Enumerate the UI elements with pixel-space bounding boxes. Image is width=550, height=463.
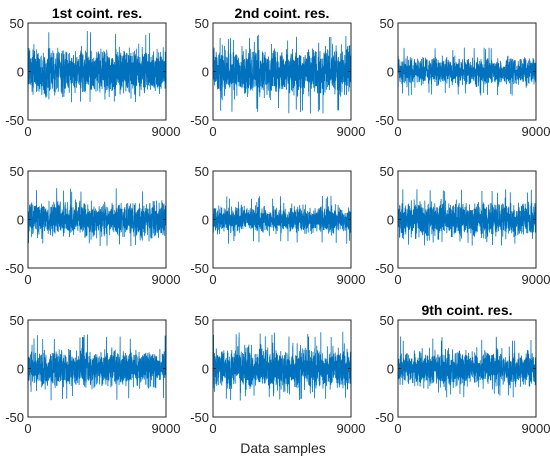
y-tick-label: 0 [387,362,394,377]
y-tick-label: 0 [202,213,209,228]
x-tick-label: 9000 [522,421,550,436]
y-tick-label: -50 [375,113,394,128]
y-tick-label: 50 [10,16,24,31]
series-line [27,334,167,401]
y-tick-label: 50 [10,164,24,179]
x-tick-label: 0 [24,272,31,287]
subplot-title: 2nd coint. res. [235,5,330,21]
y-tick-label: -50 [190,113,209,128]
x-tick-label: 0 [24,421,31,436]
series-line [212,195,352,244]
series-line [27,31,167,103]
x-tick-label: 0 [209,272,216,287]
y-tick-label: -50 [5,261,24,276]
y-tick-label: 0 [202,65,209,80]
x-tick-label: 0 [24,124,31,139]
x-tick-label: 0 [394,272,401,287]
y-tick-label: 0 [17,65,24,80]
x-tick-label: 0 [209,124,216,139]
subplot-6: 500-500 9000 [375,164,550,287]
x-tick-label: 9000 [522,124,550,139]
y-tick-label: 50 [380,16,394,31]
subplot-8: 500-500 9000 [190,313,365,436]
y-tick-label: -50 [5,410,24,425]
y-tick-label: -50 [190,410,209,425]
x-tick-label: 9000 [152,272,181,287]
y-tick-label: 0 [17,213,24,228]
y-tick-label: -50 [190,261,209,276]
y-tick-label: 0 [202,362,209,377]
y-tick-label: 50 [380,313,394,328]
y-tick-label: 0 [387,65,394,80]
x-tick-label: 9000 [337,421,366,436]
y-tick-label: 50 [195,164,209,179]
subplot-title: 1st coint. res. [52,5,142,21]
y-tick-label: 50 [10,313,24,328]
y-tick-label: 50 [195,313,209,328]
series-line [397,47,537,96]
x-tick-label: 9000 [522,272,550,287]
x-tick-label: 0 [394,124,401,139]
y-tick-label: -50 [5,113,24,128]
subplot-7: 500-500 9000 [5,313,180,436]
x-tick-label: 0 [209,421,216,436]
y-tick-label: 50 [380,164,394,179]
subplot-title: 9th coint. res. [421,302,512,318]
series-line [27,188,167,247]
x-tick-label: 9000 [152,124,181,139]
x-tick-label: 9000 [337,124,366,139]
x-tick-label: 9000 [337,272,366,287]
subplot-3: 500-500 9000 [375,16,550,139]
y-tick-label: 50 [195,16,209,31]
series-line [397,336,537,398]
subplot-4: 500-500 9000 [5,164,180,287]
y-tick-label: -50 [375,261,394,276]
series-line [397,189,537,246]
x-axis-label: Data samples [240,440,326,456]
y-tick-label: 0 [17,362,24,377]
x-tick-label: 0 [394,421,401,436]
x-tick-label: 9000 [152,421,181,436]
series-line [212,331,352,401]
y-tick-label: 0 [387,213,394,228]
subplot-5: 500-500 9000 [190,164,365,287]
series-line [212,34,352,114]
y-tick-label: -50 [375,410,394,425]
